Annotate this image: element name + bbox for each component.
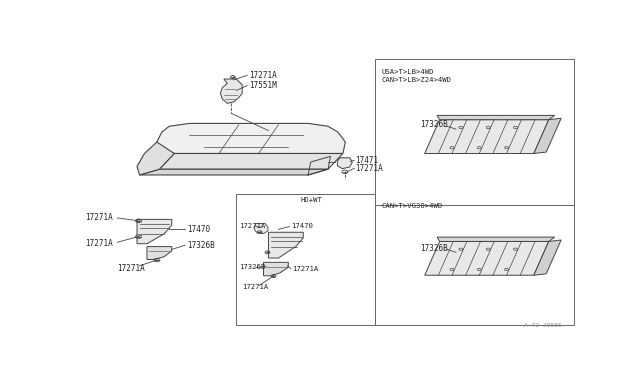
Text: 17271A: 17271A [249, 71, 276, 80]
Text: USA>T>LB>4WD: USA>T>LB>4WD [381, 69, 434, 75]
Polygon shape [254, 223, 268, 234]
Polygon shape [147, 247, 172, 260]
Text: 17470: 17470 [187, 225, 210, 234]
Text: CAN>T>VG30>4WD: CAN>T>VG30>4WD [381, 203, 442, 209]
Polygon shape [437, 115, 555, 120]
Polygon shape [220, 79, 242, 103]
Text: 17271A: 17271A [242, 284, 268, 290]
Bar [236, 193, 375, 326]
Polygon shape [337, 158, 352, 169]
Polygon shape [269, 232, 303, 258]
Polygon shape [534, 118, 561, 154]
Polygon shape [157, 124, 346, 154]
Text: 17471: 17471 [355, 156, 378, 165]
Text: CAN>T>LB>Z24>4WD: CAN>T>LB>Z24>4WD [381, 77, 452, 83]
Text: 17470: 17470 [291, 223, 313, 229]
Text: 17326B: 17326B [187, 241, 214, 250]
Text: 17271A: 17271A [292, 266, 318, 273]
Polygon shape [137, 219, 172, 244]
Polygon shape [140, 169, 328, 175]
Text: 17326B: 17326B [239, 264, 265, 270]
Polygon shape [425, 120, 548, 154]
Polygon shape [137, 142, 174, 175]
Polygon shape [264, 262, 288, 276]
Polygon shape [534, 240, 561, 275]
Polygon shape [437, 237, 555, 241]
Text: 17271A: 17271A [117, 264, 145, 273]
Text: 17271A: 17271A [85, 239, 113, 248]
Bar [375, 59, 573, 205]
Text: A 72 J0036: A 72 J0036 [524, 323, 561, 328]
Polygon shape [159, 154, 343, 169]
Polygon shape [425, 241, 548, 275]
Text: 17551M: 17551M [249, 81, 276, 90]
Text: 17271A: 17271A [355, 164, 383, 173]
Text: 17271A: 17271A [85, 214, 113, 222]
Text: 17326B: 17326B [420, 121, 447, 129]
Text: 17271A: 17271A [239, 223, 265, 229]
Bar [375, 205, 573, 326]
Text: 17326B: 17326B [420, 244, 447, 253]
Text: HD+WT: HD+WT [300, 197, 322, 203]
